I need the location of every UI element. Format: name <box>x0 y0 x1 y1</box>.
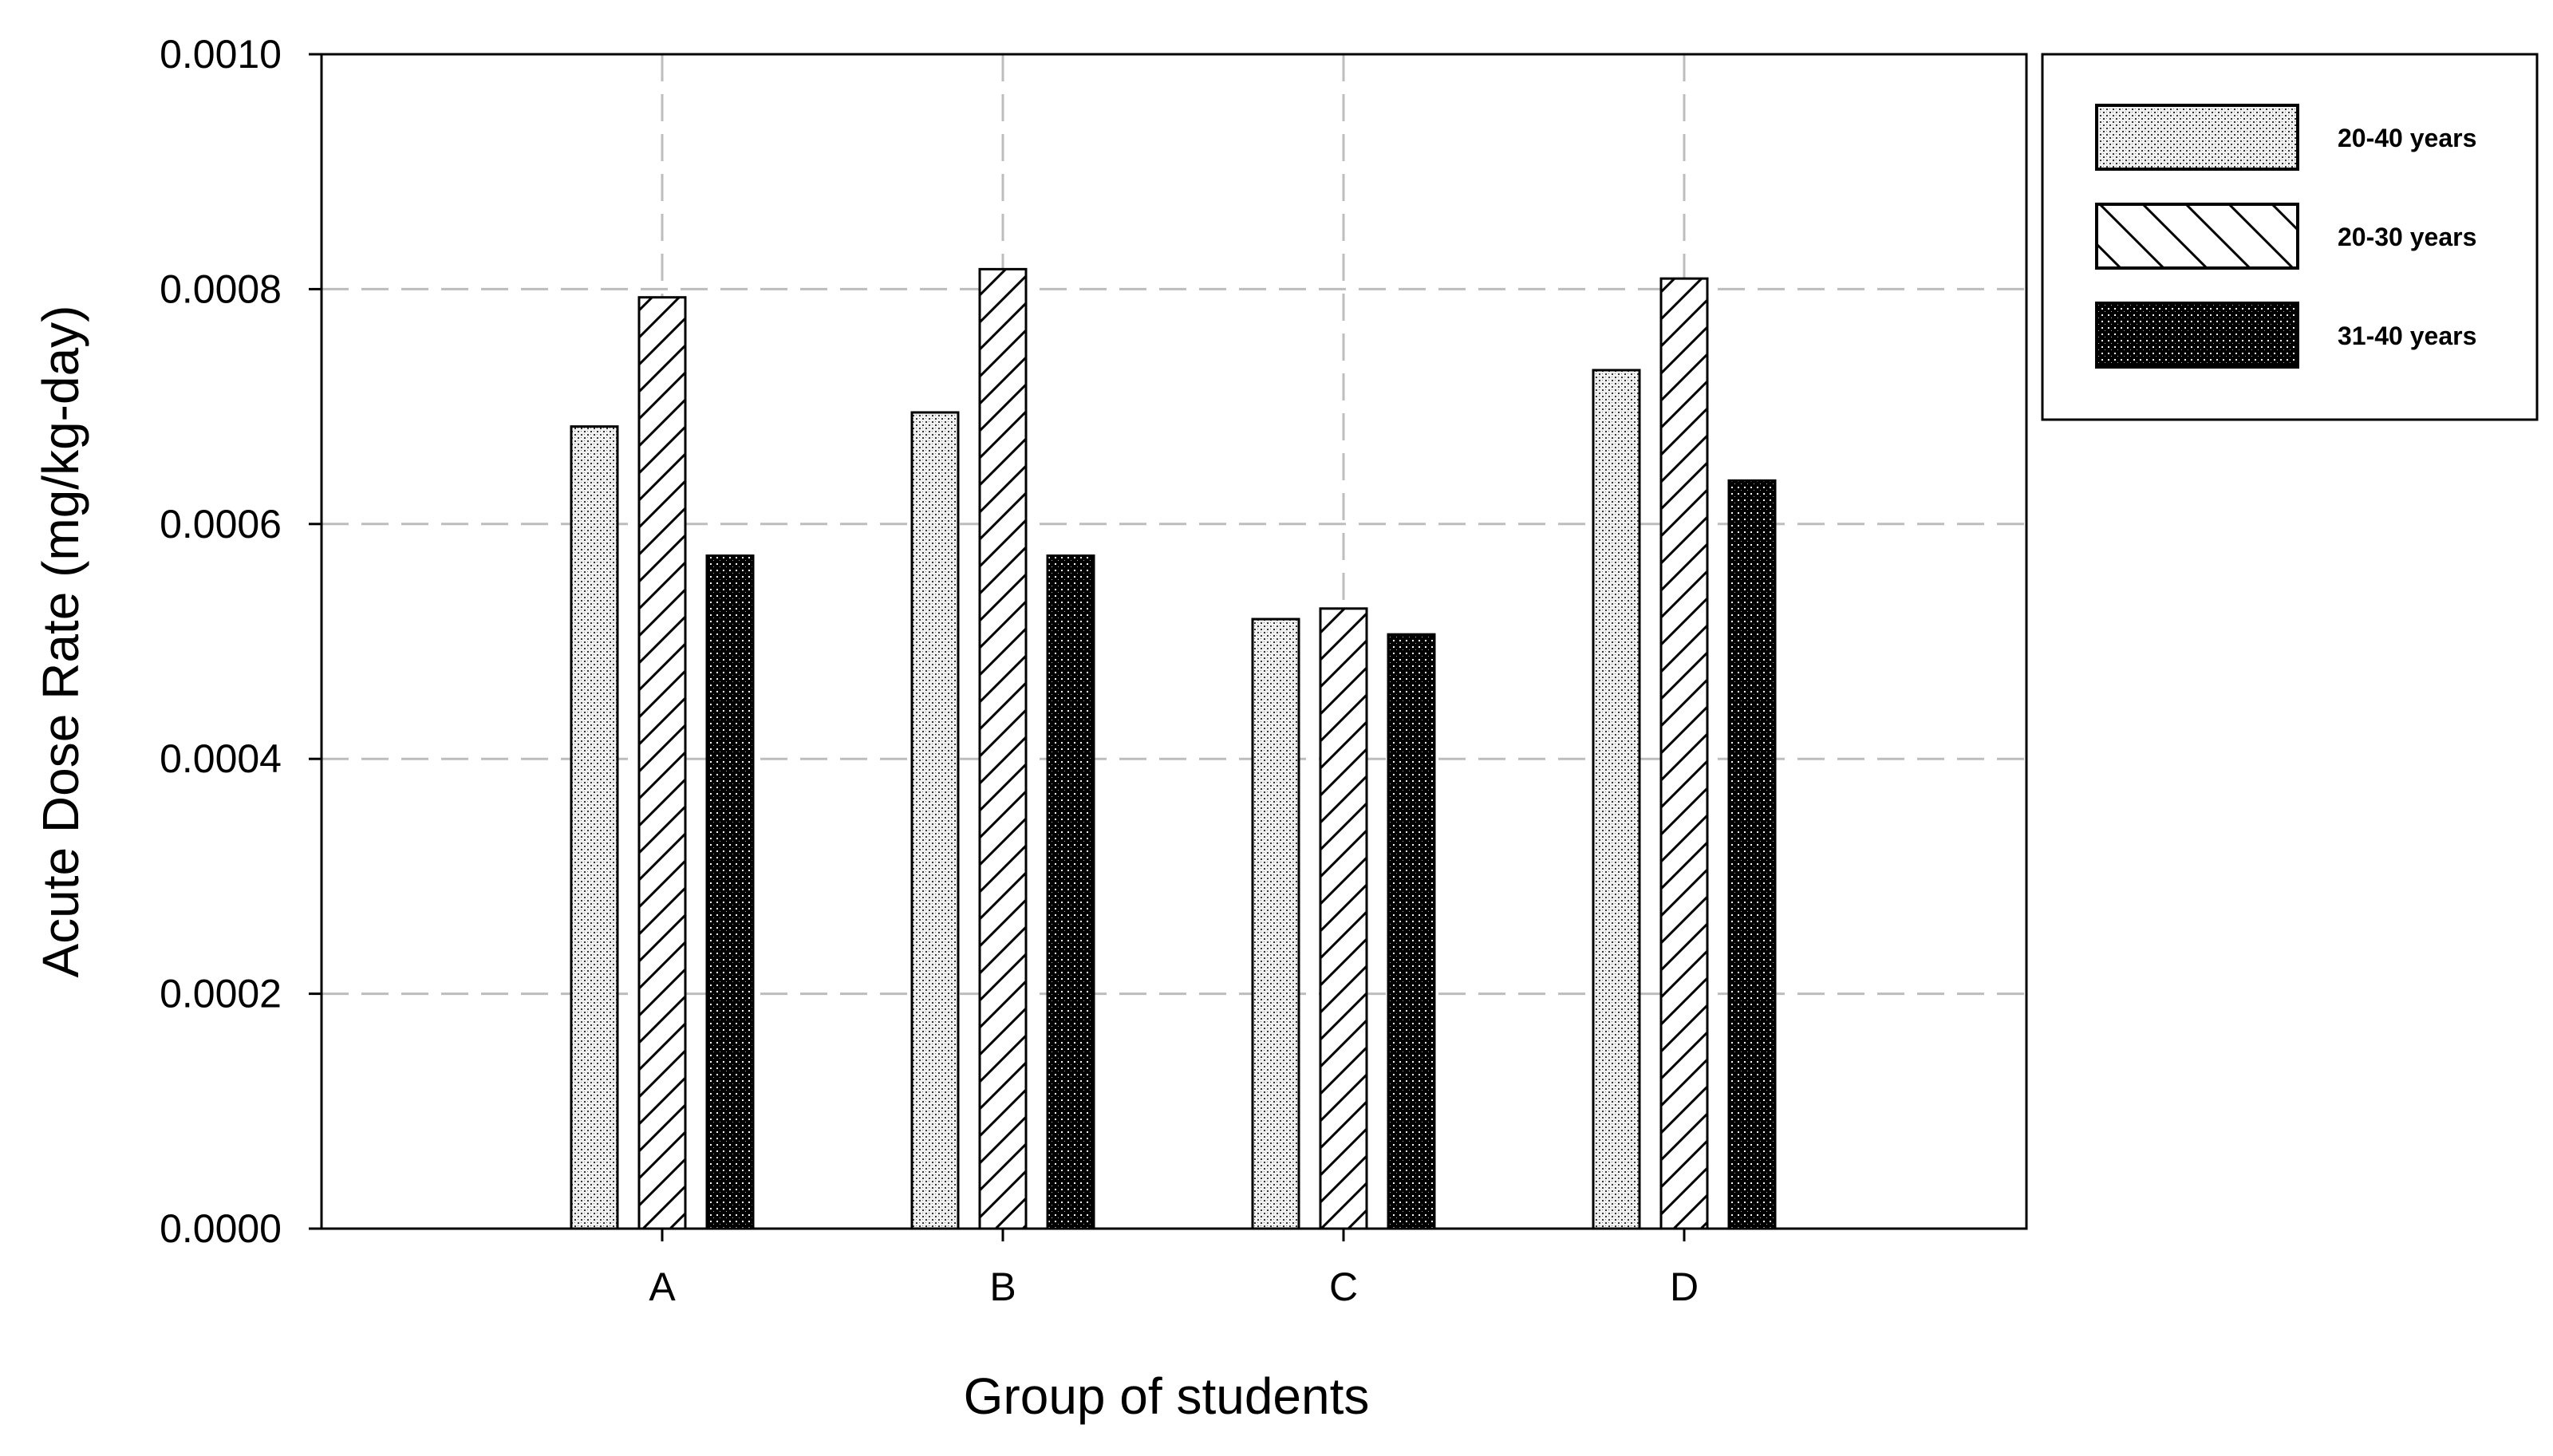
x-tick-label: A <box>649 1265 676 1309</box>
legend-swatch <box>2095 104 2299 171</box>
bar-C-20-30-years <box>1319 607 1368 1230</box>
bar-B-31-40-years <box>1046 554 1095 1230</box>
x-tick-label: C <box>1329 1265 1358 1309</box>
y-axis-title: Acute Dose Rate (mg/kg-day) <box>32 306 89 978</box>
x-tick-label: D <box>1670 1265 1699 1309</box>
y-tick-label: 0.0008 <box>160 266 282 311</box>
legend-label: 31-40 years <box>2338 322 2476 350</box>
y-axis-ticks: 0.0000 0.0002 0.0004 0.0006 0.0008 0.0010 <box>160 32 322 1251</box>
legend-label: 20-30 years <box>2338 223 2476 251</box>
bar-B-20-30-years <box>978 267 1028 1230</box>
bar-A-20-40-years <box>570 425 619 1230</box>
y-tick-label: 0.0002 <box>160 972 282 1016</box>
legend-label: 20-40 years <box>2338 124 2476 152</box>
x-tick-label: B <box>989 1265 1016 1309</box>
bars <box>570 267 1777 1230</box>
bar-B-20-40-years <box>910 411 960 1230</box>
bar-C-31-40-years <box>1387 633 1436 1230</box>
bar-A-20-30-years <box>637 296 687 1230</box>
legend-swatch <box>2095 203 2299 270</box>
x-axis-title: Group of students <box>964 1367 1370 1425</box>
y-tick-label: 0.0000 <box>160 1206 282 1251</box>
x-axis-ticks: A B C D <box>649 1229 1699 1309</box>
y-tick-label: 0.0006 <box>160 502 282 546</box>
bar-D-31-40-years <box>1727 479 1777 1230</box>
bar-A-31-40-years <box>705 554 755 1230</box>
bar-C-20-40-years <box>1251 618 1300 1230</box>
legend: 20-40 years 20-30 years 31-40 years <box>2041 53 2539 421</box>
bar-D-20-40-years <box>1592 369 1641 1230</box>
plot-frame <box>320 53 2028 1230</box>
y-tick-label: 0.0010 <box>160 32 282 77</box>
legend-swatch <box>2095 302 2299 369</box>
bar-D-20-30-years <box>1659 277 1709 1230</box>
y-tick-label: 0.0004 <box>160 736 282 781</box>
